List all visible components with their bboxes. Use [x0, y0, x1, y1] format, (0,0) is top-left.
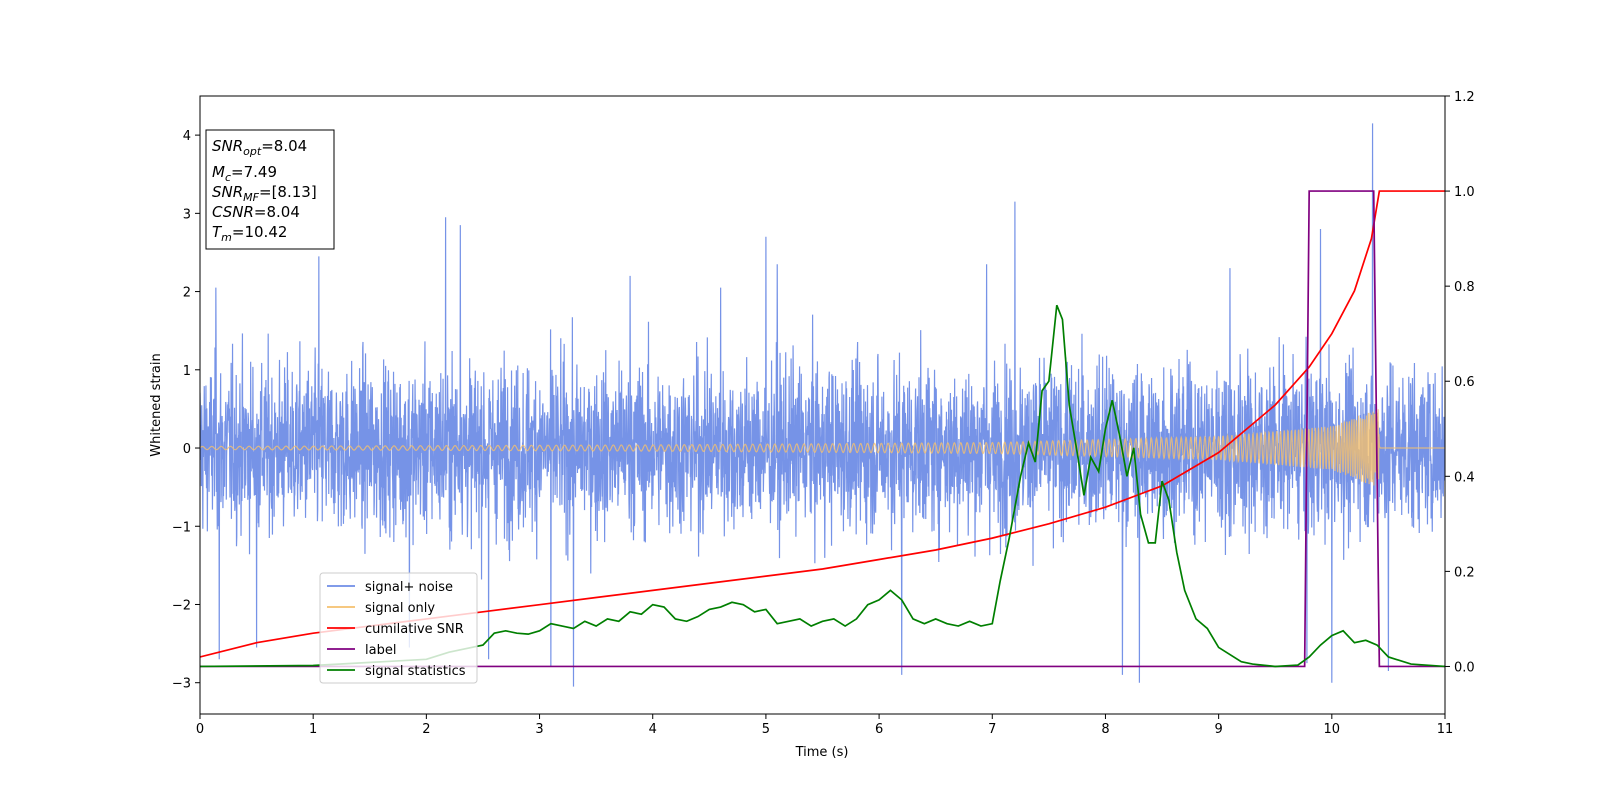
annotation-line: SNRopt=8.04 [212, 137, 307, 158]
y-left-tick-label: −2 [172, 598, 191, 613]
legend-label: signal statistics [365, 664, 466, 679]
x-axis: 0 1 2 3 4 5 6 7 8 9 10 11 [196, 714, 1453, 737]
y-right-tick-label: 0.2 [1454, 565, 1475, 580]
x-tick-label: 11 [1437, 722, 1454, 737]
y-left-tick-label: 1 [183, 364, 191, 379]
x-tick-label: 0 [196, 722, 204, 737]
y-axis-right: 0.0 0.2 0.4 0.6 0.8 1.0 1.2 [1445, 90, 1475, 675]
legend-items: signal+ noise signal only cumilative SNR la… [327, 580, 466, 679]
legend: signal+ noise signal only cumilative SNR la… [319, 572, 478, 684]
y-left-tick-label: −3 [172, 677, 191, 692]
legend-label: signal+ noise [365, 580, 453, 595]
x-tick-label: 6 [875, 722, 883, 737]
series-line-signal-only [200, 409, 1445, 486]
y-right-tick-label: 0.4 [1454, 470, 1475, 485]
annotation-line: SNRMF=[8.13] [212, 183, 317, 204]
y-right-tick-label: 0.0 [1454, 660, 1475, 675]
annotation-line: CSNR=8.04 [212, 203, 300, 221]
y-left-tick-label: −1 [172, 520, 191, 535]
legend-frame [319, 572, 478, 684]
legend-label: label [365, 643, 396, 658]
x-tick-label: 5 [762, 722, 770, 737]
x-tick-label: 8 [1101, 722, 1109, 737]
annotation-line: Tm=10.42 [212, 223, 287, 244]
annotation-box-frame [205, 129, 335, 250]
y-right-tick-label: 1.0 [1454, 185, 1475, 200]
plot-frame [199, 95, 1446, 715]
series-line-signal-statistics [200, 304, 1445, 668]
y-left-tick-label: 3 [183, 207, 191, 222]
x-tick-label: 10 [1324, 722, 1341, 737]
legend-label: signal only [365, 601, 435, 616]
y-left-tick-label: 0 [183, 442, 191, 457]
x-tick-label: 4 [649, 722, 657, 737]
x-tick-label: 1 [309, 722, 317, 737]
y-axis-label: Whitened strain [149, 353, 164, 456]
x-tick-label: 7 [988, 722, 996, 737]
y-left-tick-label: 2 [183, 286, 191, 301]
legend-label: cumilative SNR [365, 622, 464, 637]
y-right-tick-label: 1.2 [1454, 90, 1475, 105]
x-axis-label: Time (s) [795, 745, 849, 760]
x-tick-label: 3 [535, 722, 543, 737]
y-right-tick-label: 0.6 [1454, 375, 1475, 390]
annotation-line: Mc=7.49 [212, 163, 277, 184]
series-line-label [200, 190, 1445, 668]
x-tick-label: 9 [1214, 722, 1222, 737]
y-left-tick-label: 4 [183, 129, 191, 144]
y-right-tick-label: 0.8 [1454, 280, 1475, 295]
y-axis-left: −3 −2 −1 0 1 2 3 4 [172, 129, 200, 692]
x-tick-label: 2 [422, 722, 430, 737]
